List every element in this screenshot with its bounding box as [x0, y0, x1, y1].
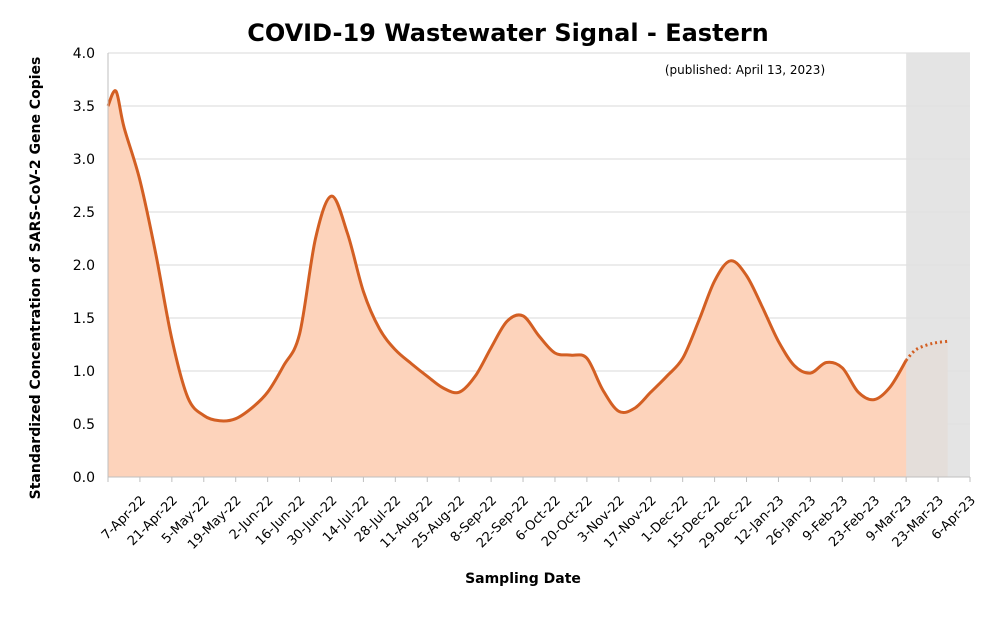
series-line-projected [904, 339, 948, 362]
y-tick-label: 0.0 [73, 470, 95, 486]
series-area [108, 90, 948, 477]
chart-title: COVID-19 Wastewater Signal - Eastern [247, 19, 769, 47]
x-axis-label: Sampling Date [465, 571, 581, 587]
x-axis: 7-Apr-2221-Apr-225-May-2219-May-222-Jun-… [99, 477, 979, 553]
y-tick-label: 3.5 [73, 99, 95, 115]
series-line [106, 89, 908, 423]
y-tick-label: 1.5 [73, 311, 95, 327]
grid [108, 52, 970, 425]
plot-area [106, 53, 970, 478]
published-note: (published: April 13, 2023) [665, 63, 825, 77]
shaded-region [906, 53, 970, 477]
y-axis-label: Standardized Concentration of SARS-CoV-2… [28, 57, 44, 500]
y-tick-label: 1.0 [73, 364, 95, 380]
y-tick-label: 4.0 [73, 46, 95, 62]
y-tick-label: 2.5 [73, 205, 95, 221]
y-tick-label: 0.5 [73, 417, 95, 433]
y-tick-label: 2.0 [73, 258, 95, 274]
y-axis: 0.0 0.5 1.0 1.5 2.0 2.5 3.0 3.5 4.0 [73, 46, 95, 486]
y-tick-label: 3.0 [73, 152, 95, 168]
